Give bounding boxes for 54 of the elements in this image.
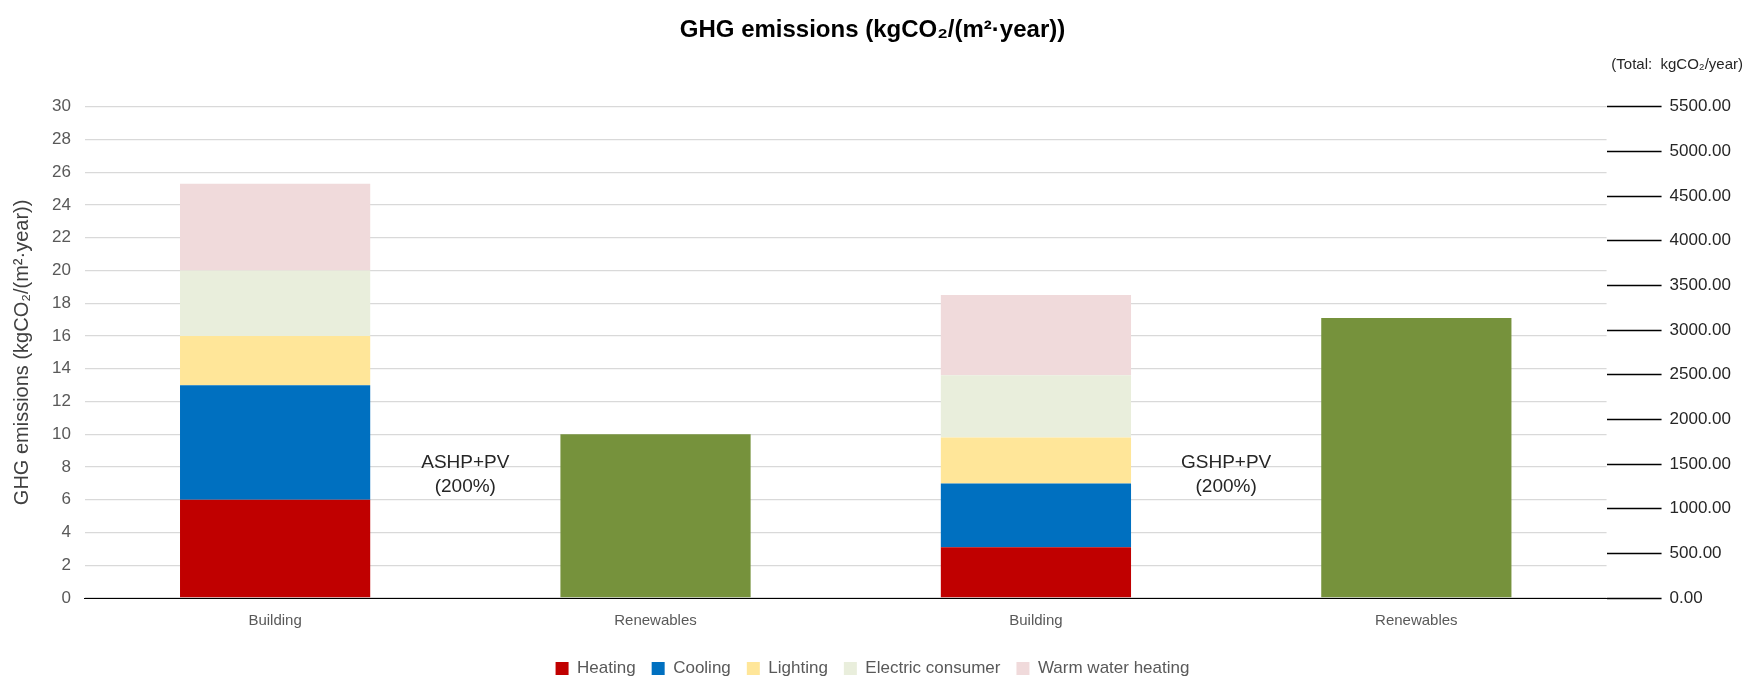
y-tick-label: 0 xyxy=(61,587,71,607)
y2-tick-label: 5000.00 xyxy=(1669,141,1731,161)
y-tick-label: 8 xyxy=(61,456,71,476)
y-axis-title: GHG emissions (kgCO₂/(m²·year)) xyxy=(9,199,32,506)
y-tick-label: 12 xyxy=(51,391,71,411)
y-tick-label: 24 xyxy=(51,194,71,214)
annotation: GSHP+PV (200%) xyxy=(1180,451,1272,497)
bar xyxy=(560,434,751,598)
legend-label: Heating xyxy=(577,658,636,678)
bar xyxy=(1321,318,1512,598)
y2-tick-label: 1000.00 xyxy=(1669,498,1731,518)
y2-tick-label: 3000.00 xyxy=(1669,319,1731,339)
chart-title: GHG emissions (kgCO₂/(m²·year)) xyxy=(679,15,1066,43)
bar xyxy=(180,499,371,598)
legend-label: Lighting xyxy=(768,658,828,678)
bar xyxy=(940,375,1132,438)
y2-tick-label: 1500.00 xyxy=(1669,453,1731,473)
y-tick-label: 4 xyxy=(61,522,71,542)
y-tick-label: 30 xyxy=(51,96,71,116)
bar xyxy=(940,295,1132,376)
y2-tick-label: 2000.00 xyxy=(1669,409,1731,429)
y-tick-label: 22 xyxy=(51,227,71,247)
legend-label: Warm water heating xyxy=(1037,658,1190,678)
bar xyxy=(940,483,1132,548)
bar xyxy=(180,385,371,500)
x-tick-label: Building xyxy=(1009,611,1063,629)
bar xyxy=(180,183,371,271)
y2-tick-label: 500.00 xyxy=(1669,543,1722,563)
y-tick-label: 10 xyxy=(51,423,71,443)
x-tick-label: Renewables xyxy=(1375,611,1458,629)
legend-label: Cooling xyxy=(673,658,731,678)
y2-tick-label: 2500.00 xyxy=(1669,364,1731,384)
y-tick-label: 20 xyxy=(51,260,71,280)
bar xyxy=(180,270,371,337)
y-tick-label: 16 xyxy=(51,325,71,345)
y2-tick-label: 4000.00 xyxy=(1669,230,1731,250)
annotation: ASHP+PV (200%) xyxy=(421,451,510,497)
y2-tick-label: 4500.00 xyxy=(1669,185,1731,205)
bar xyxy=(180,336,371,386)
y-tick-label: 26 xyxy=(51,161,71,181)
y2-tick-label: 3500.00 xyxy=(1669,275,1731,295)
y-tick-label: 28 xyxy=(51,129,71,149)
bar xyxy=(940,547,1132,598)
y2-axis-title: (Total: kgCO₂/year) xyxy=(1611,54,1743,72)
y2-tick-label: 5500.00 xyxy=(1669,96,1731,116)
bar xyxy=(940,437,1132,484)
y-tick-label: 6 xyxy=(61,489,71,509)
x-tick-label: Renewables xyxy=(614,611,697,629)
legend-label: Electric consumer xyxy=(865,658,1001,678)
y-tick-label: 2 xyxy=(61,554,71,574)
y2-tick-label: 0.00 xyxy=(1669,587,1703,607)
y-tick-label: 18 xyxy=(51,292,71,312)
x-tick-label: Building xyxy=(248,611,302,629)
y-tick-label: 14 xyxy=(51,358,71,378)
